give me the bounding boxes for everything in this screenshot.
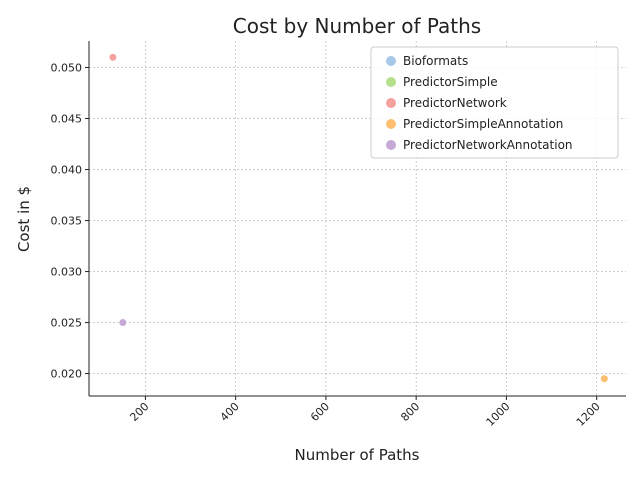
chart-title: Cost by Number of Paths bbox=[233, 14, 481, 38]
legend-marker bbox=[386, 77, 396, 87]
legend-label: PredictorSimpleAnnotation bbox=[403, 117, 563, 131]
legend-label: PredictorNetwork bbox=[403, 96, 507, 110]
y-ticks: 0.020 0.025 0.030 0.035 0.040 0.045 0.050 bbox=[51, 62, 89, 381]
legend-marker bbox=[386, 56, 396, 66]
x-tick-label: 600 bbox=[308, 400, 332, 424]
y-tick-label: 0.025 bbox=[51, 317, 83, 330]
x-axis-title: Number of Paths bbox=[294, 446, 419, 464]
data-points bbox=[108, 53, 609, 383]
data-point bbox=[118, 318, 127, 327]
x-tick-label: 1000 bbox=[484, 400, 513, 429]
x-tick-label: 200 bbox=[127, 400, 151, 424]
data-point bbox=[600, 374, 609, 383]
legend-marker bbox=[386, 98, 396, 108]
x-ticks: 200 400 600 800 1000 1200 bbox=[127, 396, 603, 429]
y-tick-label: 0.035 bbox=[51, 215, 83, 228]
legend-label: PredictorNetworkAnnotation bbox=[403, 138, 573, 152]
y-tick-label: 0.050 bbox=[51, 62, 83, 75]
legend: Bioformats PredictorSimple PredictorNetwor… bbox=[370, 46, 619, 159]
legend-label: PredictorSimple bbox=[403, 75, 498, 89]
legend-label: Bioformats bbox=[403, 54, 468, 68]
x-tick-label: 400 bbox=[218, 400, 242, 424]
y-axis-title: Cost in $ bbox=[15, 186, 33, 252]
grid-lines bbox=[89, 41, 626, 396]
y-tick-label: 0.030 bbox=[51, 266, 83, 279]
data-point bbox=[108, 53, 118, 62]
y-tick-label: 0.040 bbox=[51, 164, 83, 177]
y-tick-label: 0.020 bbox=[51, 368, 83, 381]
x-tick-label: 800 bbox=[398, 400, 422, 424]
legend-marker bbox=[386, 119, 396, 129]
y-tick-label: 0.045 bbox=[51, 113, 83, 126]
legend-marker bbox=[386, 140, 396, 150]
x-tick-label: 1200 bbox=[574, 400, 603, 429]
axes bbox=[88, 41, 626, 397]
legend-box bbox=[370, 46, 619, 159]
